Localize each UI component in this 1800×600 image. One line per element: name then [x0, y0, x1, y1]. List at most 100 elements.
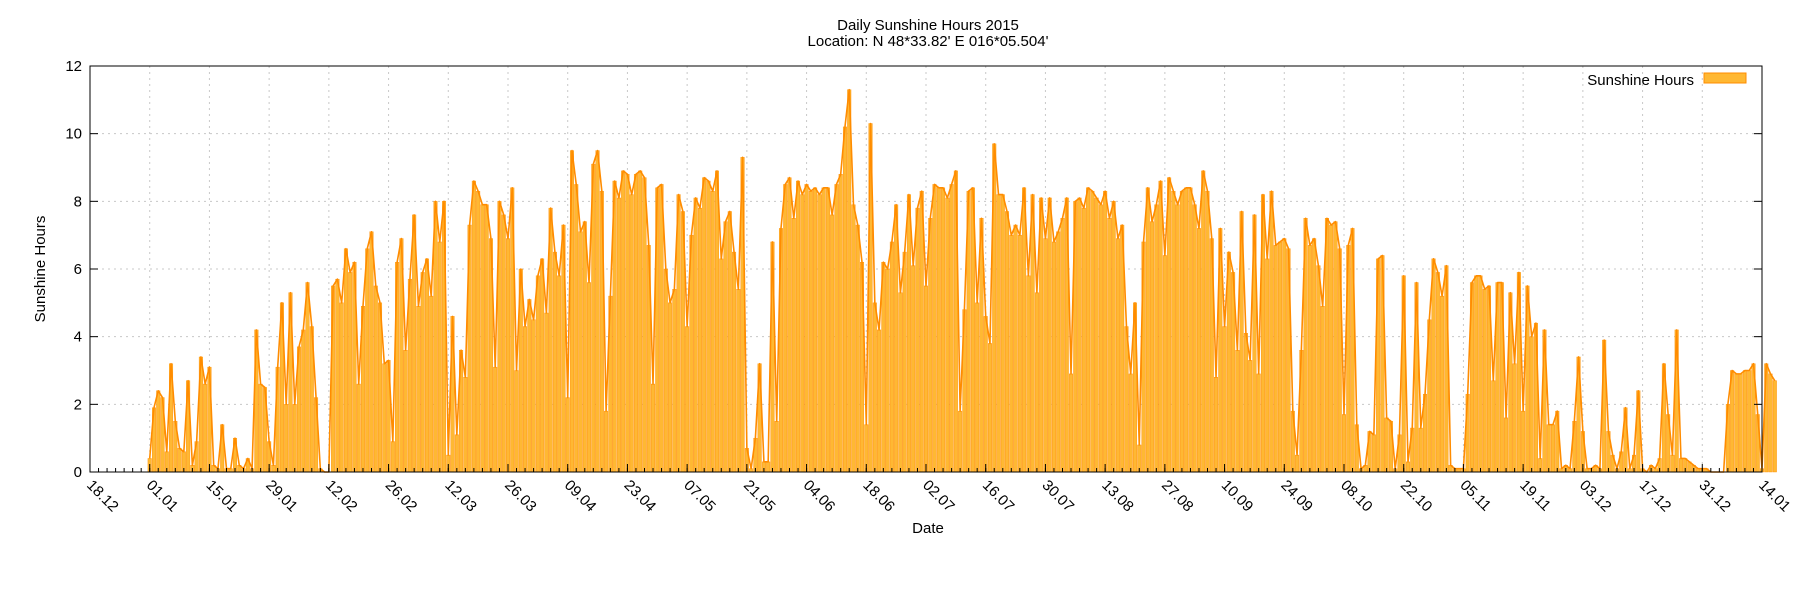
- sunshine-bar: [531, 319, 536, 473]
- sunshine-bar: [685, 326, 690, 473]
- sunshine-bar: [1103, 190, 1108, 473]
- sunshine-bar: [625, 174, 630, 473]
- sunshine-bar: [1188, 187, 1193, 473]
- sunshine-bar: [817, 194, 822, 473]
- sunshine-bar: [1678, 458, 1683, 473]
- y-axis-label: Sunshine Hours: [32, 216, 49, 323]
- sunshine-bar: [732, 251, 737, 473]
- sunshine-bar: [1051, 241, 1056, 473]
- sunshine-bar: [1551, 424, 1555, 473]
- sunshine-bar: [706, 180, 711, 473]
- sunshine-bar: [1278, 241, 1283, 473]
- sunshine-bar: [1491, 380, 1496, 473]
- sunshine-bar: [1342, 414, 1346, 473]
- sunshine-bar: [1307, 245, 1312, 473]
- sunshine-bar: [727, 211, 732, 473]
- sunshine-bar: [663, 268, 668, 473]
- x-axis-label: Date: [912, 520, 944, 537]
- sunshine-bar: [1081, 207, 1086, 473]
- legend: Sunshine Hours: [1587, 72, 1747, 89]
- sunshine-bar: [851, 204, 856, 473]
- sunshine-bar: [493, 366, 498, 473]
- sunshine-bar: [629, 194, 634, 473]
- sunshine-bar: [915, 207, 920, 473]
- sunshine-bar: [1158, 180, 1163, 473]
- sunshine-bar: [855, 224, 860, 473]
- sunshine-bar: [1333, 221, 1338, 473]
- sunshine-bar: [1098, 204, 1103, 473]
- sunshine-bar: [1111, 201, 1116, 473]
- sunshine-bar: [1056, 231, 1061, 473]
- sunshine-bar: [416, 306, 421, 473]
- sunshine-bar: [825, 187, 830, 473]
- sunshine-bar: [284, 404, 289, 473]
- sunshine-bar: [1150, 221, 1155, 473]
- sunshine-bar: [523, 326, 528, 473]
- sunshine-bar: [565, 397, 570, 473]
- sunshine-bar: [1269, 190, 1274, 473]
- sunshine-bar: [1196, 228, 1201, 473]
- sunshine-bar: [1094, 197, 1099, 473]
- sunshine-bar: [1670, 454, 1675, 473]
- sunshine-bar: [1320, 306, 1325, 473]
- sunshine-bar: [710, 190, 715, 473]
- sunshine-bar: [1069, 373, 1074, 473]
- sunshine-bar: [369, 231, 374, 473]
- sunshine-bar: [1214, 377, 1219, 473]
- sunshine-bar: [1747, 370, 1752, 473]
- sunshine-bar: [1312, 238, 1317, 473]
- sunshine-bar: [842, 126, 847, 473]
- sunshine-bar: [872, 302, 877, 473]
- sunshine-bar: [616, 197, 621, 473]
- sunshine-bar: [335, 278, 340, 473]
- chart-subtitle: Location: N 48*33.82' E 016*05.504': [808, 33, 1049, 50]
- sunshine-bar: [885, 268, 890, 473]
- sunshine-bar: [783, 184, 788, 473]
- sunshine-bar: [1734, 373, 1739, 473]
- sunshine-bar: [429, 295, 434, 473]
- sunshine-bar: [659, 184, 664, 473]
- y-tick-label: 10: [65, 126, 82, 143]
- sunshine-bar: [506, 238, 510, 473]
- sunshine-bar: [156, 390, 161, 473]
- sunshine-bar: [941, 187, 946, 473]
- sunshine-bar: [1205, 190, 1210, 473]
- sunshine-bar: [527, 299, 532, 473]
- sunshine-bar: [821, 187, 826, 473]
- sunshine-bar: [621, 170, 626, 473]
- sunshine-bar: [356, 383, 361, 473]
- sunshine-bar: [1201, 170, 1206, 473]
- sunshine-bar: [1128, 373, 1133, 473]
- sunshine-bar: [1222, 326, 1227, 473]
- sunshine-bar: [1248, 360, 1253, 473]
- sunshine-bar: [1235, 350, 1240, 473]
- sunshine-bar: [1512, 363, 1517, 473]
- sunshine-bar: [715, 170, 719, 473]
- sunshine-bar: [1060, 218, 1065, 473]
- sunshine-bar: [642, 177, 647, 473]
- sunshine-bar: [902, 251, 907, 473]
- sunshine-bar: [1107, 218, 1112, 473]
- sunshine-bar: [1013, 224, 1018, 473]
- sunshine-bar: [1162, 255, 1167, 473]
- sunshine-bar: [911, 265, 916, 473]
- sunshine-bar: [1273, 245, 1278, 473]
- sunshine-bar: [403, 350, 408, 473]
- sunshine-bar: [1043, 238, 1048, 473]
- sunshine-bar: [1171, 190, 1176, 473]
- sunshine-bar: [693, 197, 698, 473]
- sunshine-bar: [1405, 461, 1410, 473]
- sunshine-bar: [774, 421, 779, 473]
- sunshine-bar: [203, 383, 208, 473]
- sunshine-bar: [1435, 272, 1440, 473]
- sunshine-bar: [1115, 238, 1120, 473]
- sunshine-bar: [651, 383, 656, 473]
- sunshine-bar: [305, 282, 310, 473]
- series-outline: [148, 88, 1776, 473]
- sunshine-bar: [1529, 336, 1534, 473]
- sunshine-bar: [791, 218, 796, 473]
- sunshine-bar: [975, 302, 980, 473]
- sunshine-bar: [1546, 424, 1551, 473]
- sunshine-bar: [484, 204, 489, 473]
- sunshine-bar: [928, 218, 933, 473]
